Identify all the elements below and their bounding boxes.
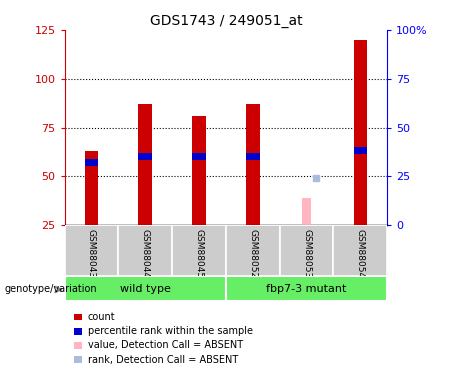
Text: GSM88052: GSM88052 — [248, 229, 257, 278]
FancyBboxPatch shape — [226, 276, 387, 302]
Bar — [192, 116, 206, 225]
Text: percentile rank within the sample: percentile rank within the sample — [88, 326, 253, 336]
Bar — [138, 104, 152, 225]
Bar — [246, 153, 260, 160]
Bar — [85, 151, 98, 225]
FancyBboxPatch shape — [280, 225, 333, 276]
FancyBboxPatch shape — [226, 225, 280, 276]
Bar — [302, 198, 311, 225]
FancyBboxPatch shape — [65, 225, 118, 276]
Text: fbp7-3 mutant: fbp7-3 mutant — [266, 284, 347, 294]
FancyBboxPatch shape — [65, 276, 226, 302]
Bar — [246, 104, 260, 225]
FancyBboxPatch shape — [74, 342, 82, 349]
Bar — [85, 159, 98, 166]
FancyBboxPatch shape — [74, 356, 82, 363]
Bar — [354, 40, 367, 225]
FancyBboxPatch shape — [118, 225, 172, 276]
Text: rank, Detection Call = ABSENT: rank, Detection Call = ABSENT — [88, 355, 238, 364]
FancyBboxPatch shape — [74, 328, 82, 334]
Text: GSM88045: GSM88045 — [195, 229, 203, 278]
Text: genotype/variation: genotype/variation — [5, 285, 97, 294]
Text: GSM88054: GSM88054 — [356, 229, 365, 278]
Text: wild type: wild type — [120, 284, 171, 294]
Bar — [354, 147, 367, 154]
Text: GSM88043: GSM88043 — [87, 229, 96, 278]
FancyBboxPatch shape — [74, 314, 82, 320]
Bar — [138, 153, 152, 160]
FancyBboxPatch shape — [172, 225, 226, 276]
Bar — [192, 153, 206, 160]
Title: GDS1743 / 249051_at: GDS1743 / 249051_at — [149, 13, 302, 28]
Text: GSM88044: GSM88044 — [141, 229, 150, 278]
Text: value, Detection Call = ABSENT: value, Detection Call = ABSENT — [88, 340, 242, 350]
Text: GSM88053: GSM88053 — [302, 229, 311, 278]
Text: count: count — [88, 312, 115, 322]
FancyBboxPatch shape — [333, 225, 387, 276]
